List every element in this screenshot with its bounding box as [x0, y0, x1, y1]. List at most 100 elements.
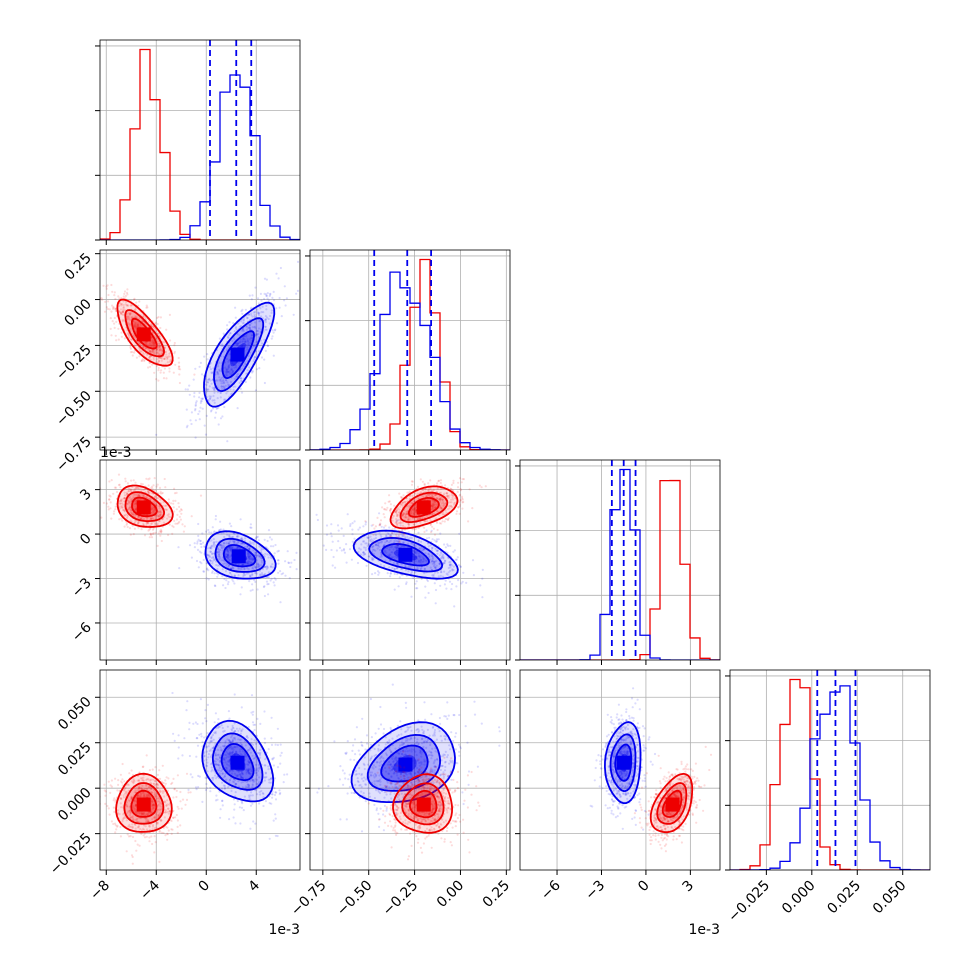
red-point [130, 338, 133, 341]
red-point [127, 489, 130, 493]
blue-point [199, 401, 202, 405]
blue-point [431, 557, 434, 560]
blue-point [217, 573, 220, 576]
blue-point [186, 700, 189, 703]
red-point [151, 341, 154, 344]
red-point [142, 493, 145, 497]
blue-point [264, 328, 267, 331]
blue-point [246, 562, 249, 566]
red-point [130, 499, 133, 502]
red-point [439, 498, 442, 501]
red-point [451, 506, 454, 509]
blue-point [238, 342, 241, 345]
red-point [147, 490, 150, 493]
blue-point [465, 581, 468, 585]
panel-frame [309, 459, 511, 661]
red-point [159, 326, 162, 330]
blue-point [225, 756, 228, 760]
blue-point [249, 526, 252, 529]
red-point [441, 498, 444, 501]
blue-point [233, 540, 236, 543]
blue-point [254, 554, 258, 557]
blue-point [371, 573, 374, 576]
red-contour [389, 485, 459, 530]
red-point [114, 307, 117, 310]
blue-point [241, 329, 244, 332]
blue-point [199, 406, 202, 409]
red-point [152, 484, 155, 487]
red-point [411, 528, 414, 531]
red-point [445, 491, 448, 495]
blue-point [263, 555, 266, 558]
red-point [421, 480, 424, 483]
blue-point [253, 578, 256, 582]
red-point [364, 520, 367, 523]
red-point [446, 508, 449, 511]
blue-point [457, 563, 460, 567]
red-point [139, 323, 142, 326]
red-point [452, 479, 455, 482]
red-point [133, 351, 136, 354]
blue-point [411, 542, 414, 545]
red-point [151, 339, 154, 342]
blue-point [194, 367, 197, 370]
red-point [151, 508, 154, 511]
blue-point [270, 538, 273, 541]
blue-point [265, 308, 268, 311]
blue-point [214, 754, 218, 757]
red-point [134, 505, 137, 508]
red-point [150, 344, 153, 347]
red-point [174, 522, 177, 525]
blue-point [220, 376, 223, 379]
blue-point [325, 548, 328, 552]
blue-point [428, 555, 431, 559]
blue-point [418, 547, 421, 551]
red-point [127, 501, 131, 504]
red-point [164, 355, 167, 358]
blue-point [194, 409, 197, 412]
red-point [123, 514, 126, 517]
y-tick-label: −0.50 [53, 388, 95, 430]
blue-point [270, 793, 273, 796]
red-point [114, 505, 117, 508]
red-point [409, 510, 413, 513]
blue-point [454, 558, 457, 561]
blue-point [380, 553, 383, 557]
blue-point [206, 388, 209, 391]
red-point [101, 298, 104, 301]
blue-point [242, 809, 245, 812]
blue-point [228, 353, 231, 356]
red-point [149, 487, 152, 490]
blue-point [439, 557, 442, 560]
blue-point [241, 728, 244, 731]
blue-point [228, 384, 231, 387]
red-point [457, 506, 460, 509]
red-point [130, 511, 133, 515]
red-point [157, 496, 160, 500]
blue-point [232, 737, 235, 740]
blue-point [274, 834, 277, 837]
blue-point [207, 753, 210, 756]
blue-point [431, 560, 434, 563]
blue-point [393, 567, 396, 571]
blue-point [406, 535, 409, 538]
red-point [391, 519, 394, 522]
blue-point [278, 793, 281, 796]
red-point [173, 344, 176, 347]
red-point [451, 498, 455, 501]
blue-point [230, 367, 233, 370]
blue-point [218, 764, 221, 767]
red-point [126, 493, 129, 496]
blue-point [205, 782, 208, 786]
blue-point [253, 343, 256, 346]
blue-point [353, 520, 356, 523]
blue-point [212, 541, 215, 544]
red-point [162, 341, 165, 344]
red-point [148, 491, 151, 494]
red-point [158, 510, 161, 513]
red-point [422, 488, 425, 491]
red-point [117, 473, 121, 476]
red-point [457, 481, 460, 484]
blue-point [214, 560, 218, 563]
blue-point [252, 779, 255, 782]
